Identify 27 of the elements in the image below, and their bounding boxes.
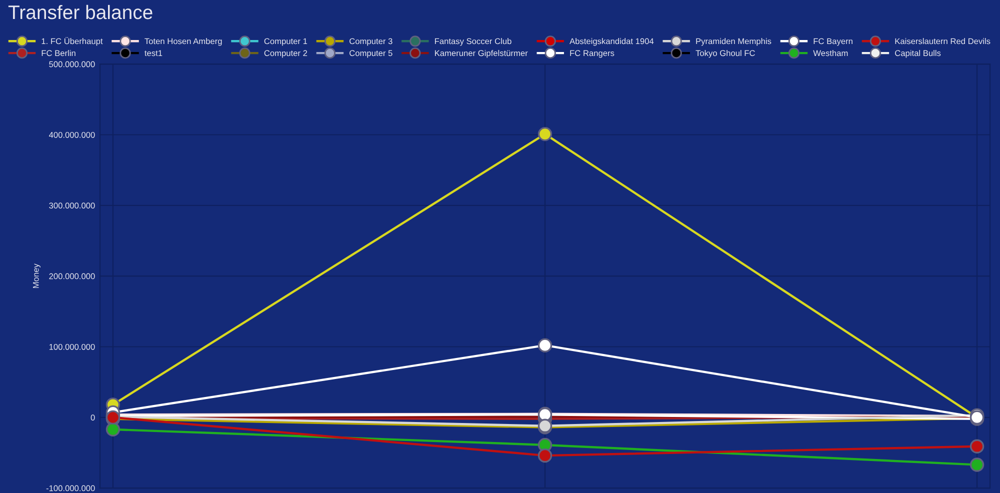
y-tick-label: 300.000.000 xyxy=(49,202,95,209)
y-tick-label: 500.000.000 xyxy=(49,61,95,68)
legend-label: Computer 5 xyxy=(350,50,392,58)
legend-label: Kameruner Gipfelstürmer xyxy=(435,50,528,58)
legend-label: 1. FC Überhaupt xyxy=(42,37,103,46)
legend-label: Kaiserslautern Red Devils xyxy=(895,38,990,44)
legend-label: Westham xyxy=(813,50,848,56)
legend-label: Pyramiden Memphis xyxy=(696,38,772,46)
legend-label: Capital Bulls xyxy=(895,50,941,58)
y-tick-label: 0 xyxy=(90,414,95,421)
chart-title: Transfer balance xyxy=(8,4,152,20)
y-tick-label: 400.000.000 xyxy=(48,132,95,138)
y-tick-label: 100.000.000 xyxy=(49,344,95,350)
y-axis-title: Money xyxy=(33,264,40,288)
y-tick-label: 200.000.000 xyxy=(49,273,95,280)
legend-label: FC Bayern xyxy=(814,38,852,46)
legend-label: Computer 2 xyxy=(264,50,308,58)
legend-label: Absteigskandidat 1904 xyxy=(570,38,654,46)
legend-label: Fantasy Soccer Club xyxy=(435,38,512,46)
legend-label: FC Rangers xyxy=(570,50,614,58)
legend-label: Computer 1 xyxy=(264,38,308,46)
y-tick-label: -100.000.000 xyxy=(46,485,95,492)
legend-label: FC Berlin xyxy=(42,50,76,56)
legend-label: Toten Hosen Amberg xyxy=(144,38,222,46)
legend-label: Computer 3 xyxy=(350,38,392,46)
legend-label: Tokyo Ghoul FC xyxy=(696,50,755,58)
legend-label: test1 xyxy=(144,50,162,56)
